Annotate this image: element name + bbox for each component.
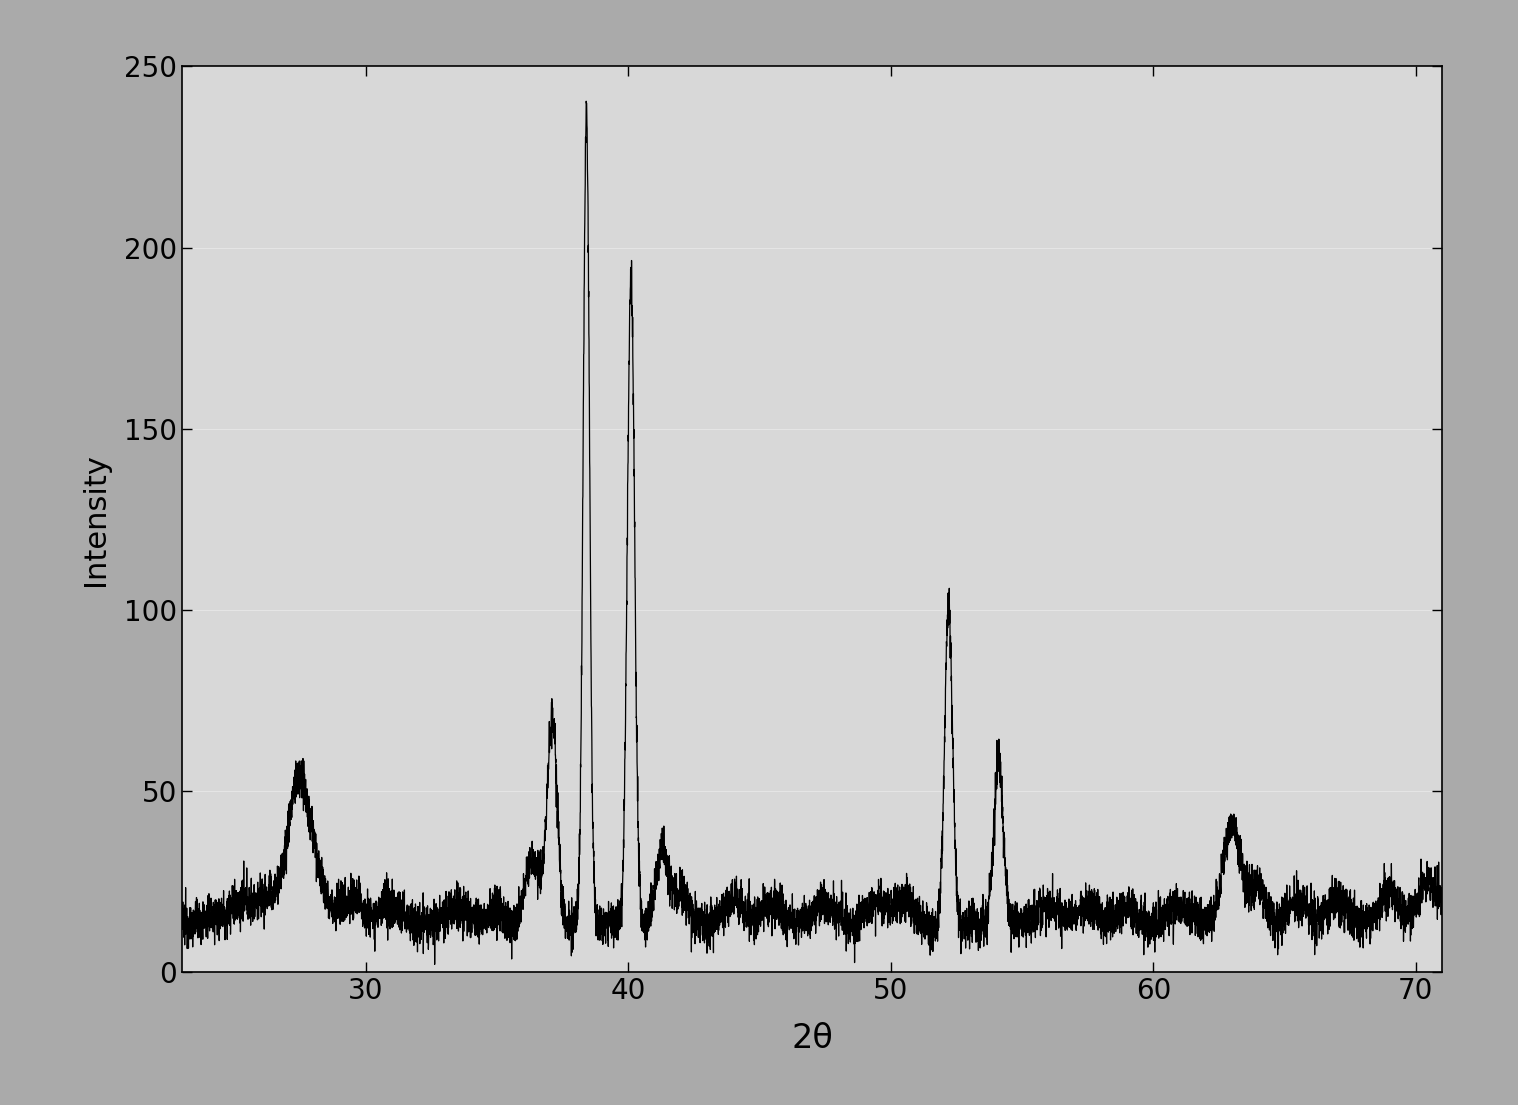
X-axis label: 2θ: 2θ bbox=[791, 1022, 833, 1055]
Y-axis label: Intensity: Intensity bbox=[82, 453, 111, 586]
